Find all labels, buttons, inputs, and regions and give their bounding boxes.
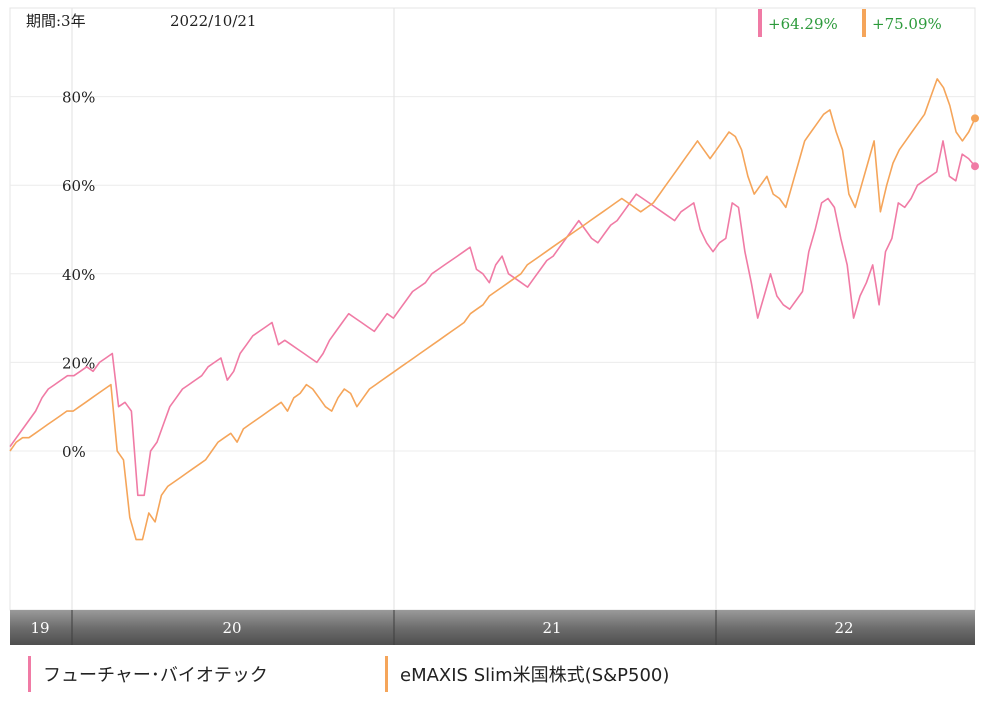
legend-swatch-sp500 bbox=[385, 656, 388, 692]
series-line-2 bbox=[9, 78, 976, 541]
y-tick-label: 60% bbox=[62, 177, 95, 195]
series-endpoints bbox=[971, 114, 979, 171]
series-line-1 bbox=[9, 140, 976, 497]
legend-label-biotech: フューチャー･バイオテック bbox=[43, 665, 268, 686]
y-tick-label: 80% bbox=[62, 89, 95, 107]
series-endpoint-2 bbox=[971, 114, 979, 123]
x-tick-label: 21 bbox=[542, 619, 561, 637]
legend: フューチャー･バイオテック eMAXIS Slim米国株式(S&P500) bbox=[0, 650, 983, 695]
series-endpoint-1 bbox=[971, 162, 979, 171]
plot-area bbox=[9, 7, 976, 611]
period-label: 期間:3年 bbox=[26, 12, 86, 30]
y-tick-label: 0% bbox=[62, 443, 86, 461]
x-axis-ticks: 19 20 21 22 bbox=[30, 610, 854, 645]
y-tick-label: 40% bbox=[62, 266, 95, 284]
x-tick-label: 20 bbox=[222, 619, 241, 637]
series-layer bbox=[9, 78, 976, 541]
x-tick-label: 19 bbox=[30, 619, 49, 637]
badge-value-2: +75.09% bbox=[872, 15, 942, 33]
line-chart: 0%20%40%60%80% 期間:3年 2022/10/21 +64.29% … bbox=[9, 7, 979, 645]
legend-item-biotech: フューチャー･バイオテック bbox=[28, 656, 268, 692]
legend-item-sp500: eMAXIS Slim米国株式(S&P500) bbox=[385, 656, 669, 692]
date-label: 2022/10/21 bbox=[170, 12, 256, 30]
x-axis-band bbox=[10, 610, 975, 645]
badge-swatch-1 bbox=[758, 9, 762, 37]
badge-value-1: +64.29% bbox=[768, 15, 838, 33]
x-tick-label: 22 bbox=[834, 619, 853, 637]
legend-swatch-biotech bbox=[28, 656, 31, 692]
legend-label-sp500: eMAXIS Slim米国株式(S&P500) bbox=[400, 665, 670, 686]
badge-swatch-2 bbox=[862, 9, 866, 37]
